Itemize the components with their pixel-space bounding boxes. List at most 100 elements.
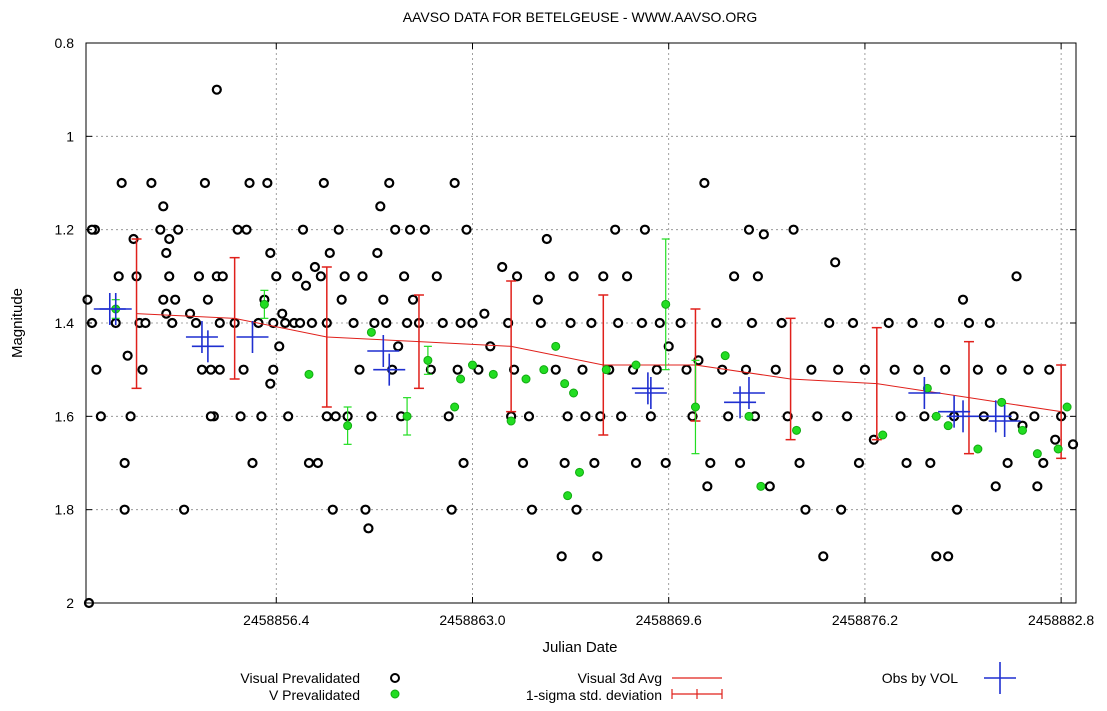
visual-point [82, 294, 93, 305]
visual-point [303, 457, 315, 469]
v-point [661, 299, 671, 309]
v-point [539, 365, 549, 375]
visual-point [164, 233, 175, 245]
v-point [931, 411, 941, 421]
visual-point [830, 257, 841, 268]
visual-point [452, 364, 463, 375]
visual-point [782, 411, 793, 422]
v-point [569, 388, 579, 398]
visual-point [511, 271, 523, 282]
v-point [506, 416, 516, 426]
y-tick-label: 1 [66, 128, 74, 144]
visual-point [419, 224, 431, 235]
visual-point [294, 317, 306, 329]
visual-point [339, 271, 350, 282]
v-point [973, 444, 983, 454]
y-tick-label: 1.6 [55, 408, 75, 424]
visual-point [853, 457, 865, 469]
visual-point [119, 504, 130, 515]
visual-point [800, 504, 811, 515]
visual-point [568, 271, 579, 282]
visual-point [580, 411, 591, 422]
visual-point [211, 84, 222, 95]
visual-point [699, 177, 710, 189]
visual-point [951, 504, 963, 515]
v-point [744, 411, 754, 421]
visual-point [613, 317, 624, 329]
visual-point [399, 271, 410, 282]
visual-point [571, 504, 582, 515]
visual-point [366, 411, 377, 422]
visual-point [446, 504, 457, 515]
visual-point [907, 317, 918, 329]
visual-point [526, 504, 538, 515]
visual-point [931, 551, 942, 562]
visual-point [381, 317, 392, 329]
visual-point [238, 364, 249, 375]
visual-point [806, 364, 817, 375]
visual-point [256, 411, 267, 422]
visual-point [324, 247, 335, 259]
legend-marker-v [390, 689, 400, 699]
v-point [259, 299, 269, 309]
visual-point [651, 364, 662, 375]
visual-point [586, 317, 597, 329]
visual-point [1032, 481, 1043, 492]
visual-point [262, 177, 273, 189]
visual-point [202, 294, 213, 305]
visual-point [883, 317, 894, 329]
visual-point [241, 224, 252, 235]
visual-point [639, 224, 651, 235]
visual-point [354, 364, 365, 375]
visual-point [91, 364, 102, 375]
visual-point [205, 411, 216, 422]
visual-point [461, 224, 472, 235]
visual-point [244, 177, 255, 189]
visual-point [280, 317, 291, 329]
v-point [943, 421, 953, 431]
visual-point [95, 411, 106, 422]
visual-point [859, 364, 871, 375]
y-tick-label: 1.2 [55, 222, 75, 238]
visual-point [384, 177, 395, 189]
visual-point [535, 317, 546, 329]
v-point [560, 379, 570, 389]
v-point [456, 374, 466, 384]
visual-point [833, 364, 844, 375]
visual-point [589, 457, 600, 469]
visual-point [913, 364, 924, 375]
visual-point [654, 317, 665, 329]
visual-point [541, 233, 552, 245]
visual-point [312, 457, 323, 469]
visual-point [137, 364, 148, 375]
visual-point [562, 411, 573, 422]
visual-point [925, 457, 936, 469]
visual-point [437, 317, 448, 329]
legend: Visual Prevalidated V Prevalidated Visua… [240, 662, 1016, 703]
x-tick-label: 2458869.6 [636, 612, 702, 628]
avg-line [136, 313, 1062, 413]
visual-point [113, 271, 124, 282]
v-point [690, 402, 700, 412]
visual-point [743, 224, 755, 235]
visual-point [401, 317, 413, 329]
visual-point [455, 317, 466, 329]
visual-point [1011, 271, 1022, 282]
v-point [1017, 425, 1027, 435]
visual-point [621, 271, 633, 282]
v-point [1032, 449, 1042, 459]
x-axis-label: Julian Date [542, 639, 617, 656]
legend-label-v: V Prevalidated [269, 687, 360, 703]
visual-point [818, 551, 829, 562]
visual-point [901, 457, 912, 469]
visual-point [963, 317, 975, 329]
visual-point [146, 177, 157, 189]
y-tick-label: 2 [66, 595, 74, 611]
visual-point [645, 411, 656, 422]
visual-point [1029, 411, 1040, 422]
v-point [366, 327, 376, 337]
visual-point [217, 271, 228, 282]
visual-point [544, 271, 555, 282]
visual-point [158, 201, 169, 212]
